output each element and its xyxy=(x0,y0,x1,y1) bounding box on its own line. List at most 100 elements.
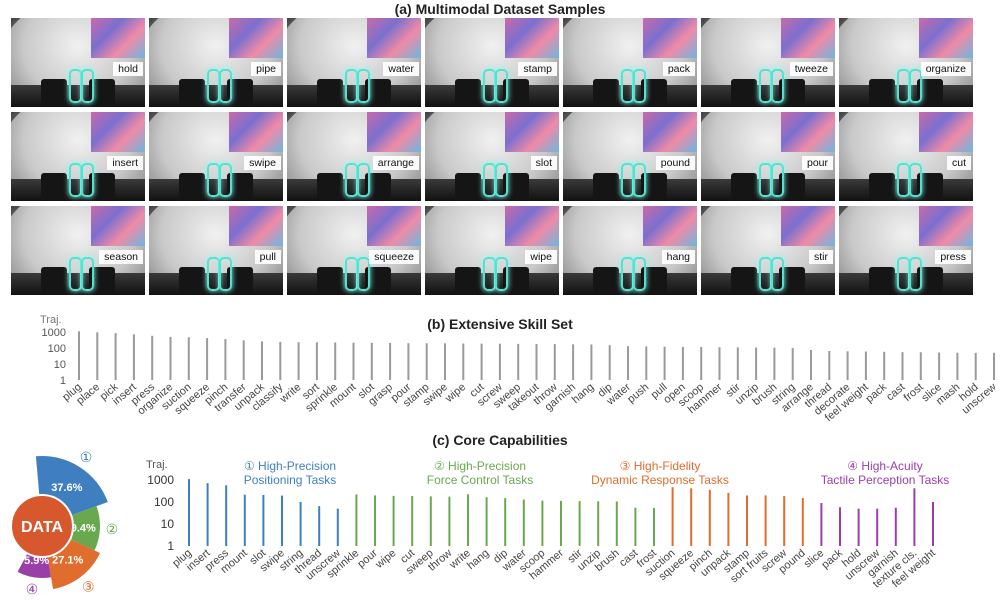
bar xyxy=(608,345,611,380)
finger-marker xyxy=(593,267,619,293)
sample-tile: swipe xyxy=(149,112,283,201)
bar xyxy=(504,498,507,546)
tactile-image xyxy=(91,206,145,246)
group-number: ③ xyxy=(82,578,95,594)
sample-tile: pipe xyxy=(149,18,283,107)
finger-marker xyxy=(41,267,67,293)
bar xyxy=(901,352,904,380)
led-ring xyxy=(633,69,646,103)
group-number: ② xyxy=(106,521,119,537)
sample-tile: squeeze xyxy=(287,206,421,295)
bar xyxy=(645,346,648,380)
tactile-image xyxy=(781,18,835,58)
bar xyxy=(597,501,600,546)
finger-marker xyxy=(593,173,619,199)
sample-tile: tweeze xyxy=(701,18,835,107)
bar xyxy=(700,347,703,380)
bar xyxy=(411,495,414,546)
led-ring xyxy=(495,163,508,197)
bar xyxy=(352,342,355,380)
sample-label: pull xyxy=(254,250,281,264)
bar xyxy=(572,344,575,380)
bar xyxy=(671,487,674,546)
sample-tile: slot xyxy=(425,112,559,201)
bar xyxy=(810,349,812,380)
legend-subtitle: Tactile Perception Tasks xyxy=(821,473,950,487)
x-tick-label: hang xyxy=(465,547,491,572)
sample-label: stamp xyxy=(518,62,557,76)
bar xyxy=(839,507,841,546)
bar xyxy=(634,507,637,546)
led-ring xyxy=(219,163,232,197)
bar xyxy=(541,500,544,546)
sample-tile: hang xyxy=(563,206,697,295)
x-tick-label: hang xyxy=(570,381,596,406)
finger-marker xyxy=(41,79,67,105)
led-ring xyxy=(495,257,508,291)
bar xyxy=(336,508,339,546)
bar xyxy=(297,342,300,380)
bar xyxy=(736,347,739,380)
tactile-image xyxy=(781,206,835,246)
bar xyxy=(151,335,154,380)
group-number: ④ xyxy=(26,581,39,597)
bar xyxy=(956,352,959,380)
sample-tile: arrange xyxy=(287,112,421,201)
finger-marker xyxy=(41,173,67,199)
bar xyxy=(746,495,748,546)
bar xyxy=(96,332,99,380)
finger-marker xyxy=(869,267,895,293)
bar xyxy=(783,496,786,546)
legend-title: ② High-Precision xyxy=(434,459,526,473)
bar xyxy=(243,494,246,546)
led-ring xyxy=(771,69,784,103)
bar xyxy=(315,342,318,380)
sample-label: water xyxy=(383,62,419,76)
bar xyxy=(261,341,263,380)
bar xyxy=(820,503,823,546)
sample-tile: stir xyxy=(701,206,835,295)
bar xyxy=(663,346,666,380)
bar xyxy=(389,343,392,380)
sample-tile: hold xyxy=(11,18,145,107)
sample-label: season xyxy=(99,250,143,264)
sample-label: squeeze xyxy=(369,250,419,264)
sample-tile: pull xyxy=(149,206,283,295)
bar xyxy=(857,508,860,546)
sample-tile: cut xyxy=(839,112,973,201)
legend-subtitle: Dynamic Response Tasks xyxy=(591,473,729,487)
sample-label: hang xyxy=(661,250,695,264)
bar xyxy=(78,331,80,380)
bar xyxy=(355,494,358,546)
panel-b-title: (b) Extensive Skill Set xyxy=(427,316,573,332)
bar xyxy=(299,502,302,546)
y-tick-label: 10 xyxy=(161,517,175,531)
bar xyxy=(627,346,629,380)
bar xyxy=(279,341,282,380)
bar xyxy=(727,492,730,546)
bar xyxy=(425,343,428,380)
tactile-image xyxy=(505,206,559,246)
bar xyxy=(846,351,849,380)
led-ring xyxy=(81,69,94,103)
bar xyxy=(553,344,556,380)
finger-marker xyxy=(731,267,757,293)
tactile-image xyxy=(91,112,145,152)
tactile-image xyxy=(367,112,421,152)
panel-a-title: (a) Multimodal Dataset Samples xyxy=(394,1,606,17)
finger-marker xyxy=(731,173,757,199)
finger-marker xyxy=(869,79,895,105)
sample-label: wipe xyxy=(525,250,557,264)
legend-subtitle: Force Control Tasks xyxy=(427,473,533,487)
led-ring xyxy=(357,257,370,291)
y-tick-label: 100 xyxy=(48,343,66,355)
bar xyxy=(429,496,432,546)
bar xyxy=(334,342,337,380)
led-ring xyxy=(219,257,232,291)
finger-marker xyxy=(593,79,619,105)
bar xyxy=(653,507,655,546)
bar xyxy=(773,347,776,380)
finger-marker xyxy=(317,173,343,199)
y-axis-label: Traj. xyxy=(40,314,62,326)
sample-label: cut xyxy=(946,156,971,170)
